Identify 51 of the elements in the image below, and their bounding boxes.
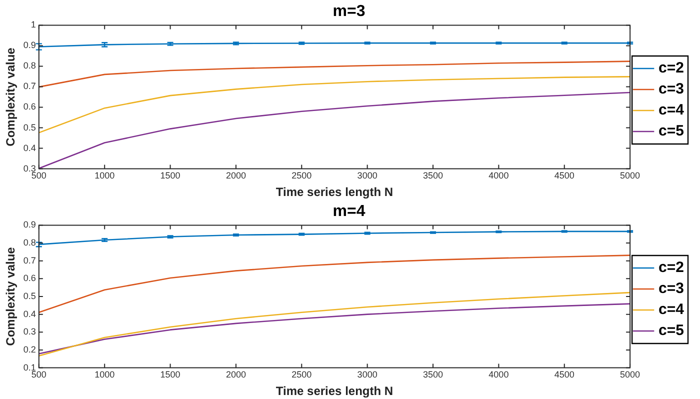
y-tick-label: 0.1 [23, 362, 36, 372]
legend-label: c=5 [658, 122, 684, 140]
legend-label: c=2 [658, 259, 684, 276]
x-tick-label: 4500 [554, 170, 574, 181]
y-tick-label: 0.5 [23, 122, 36, 132]
x-tick-label: 1000 [94, 170, 115, 181]
x-tick-label: 5000 [620, 170, 640, 181]
y-tick-label: 0.3 [23, 163, 36, 174]
y-tick-label: 0.8 [23, 60, 36, 71]
x-tick-label: 2000 [226, 370, 246, 380]
y-tick-label: 0.4 [23, 308, 36, 319]
y-tick-label: 1 [30, 20, 36, 30]
x-tick-label: 3000 [357, 170, 378, 181]
legend-label: c=4 [658, 102, 685, 119]
y-tick-label: 0.8 [23, 238, 36, 248]
x-tick-label: 3000 [357, 370, 378, 380]
y-tick-label: 0.9 [23, 220, 36, 230]
x-tick-label: 4000 [488, 370, 509, 380]
legend-label: c=5 [658, 322, 684, 340]
x-tick-label: 1500 [160, 370, 180, 380]
y-tick-label: 0.6 [23, 102, 36, 112]
y-tick-label: 0.2 [23, 344, 36, 354]
x-tick-label: 3500 [422, 170, 444, 181]
x-tick-label: 4500 [554, 370, 574, 380]
x-tick-label: 4000 [488, 170, 509, 181]
x-tick-label: 5000 [620, 370, 640, 380]
y-tick-label: 0.5 [23, 290, 36, 301]
y-tick-label: 0.6 [23, 273, 36, 284]
x-tick-label: 500 [31, 170, 46, 181]
y-axis-title: Complexity value [4, 47, 18, 146]
legend-label: c=3 [658, 280, 684, 298]
y-axis-title: Complexity value [4, 246, 18, 346]
legend-label: c=4 [658, 301, 685, 318]
chart-title: m=3 [332, 3, 366, 20]
x-tick-label: 2500 [292, 170, 312, 181]
y-tick-label: 0.7 [23, 255, 36, 266]
x-tick-label: 2500 [292, 370, 312, 380]
x-tick-label: 2000 [226, 170, 246, 181]
x-tick-label: 1000 [94, 370, 115, 380]
chart-title: m=4 [332, 203, 366, 220]
legend-label: c=2 [658, 60, 684, 77]
y-tick-label: 0.4 [23, 142, 36, 153]
x-axis-title: Time series length N [276, 185, 394, 200]
x-tick-label: 3500 [422, 370, 444, 380]
x-tick-label: 500 [31, 370, 46, 380]
x-tick-label: 1500 [160, 170, 180, 181]
y-tick-label: 0.9 [23, 40, 36, 50]
y-tick-label: 0.7 [23, 81, 36, 92]
x-axis-title: Time series length N [276, 384, 394, 398]
y-tick-label: 0.3 [23, 326, 36, 337]
legend-label: c=3 [658, 80, 684, 98]
